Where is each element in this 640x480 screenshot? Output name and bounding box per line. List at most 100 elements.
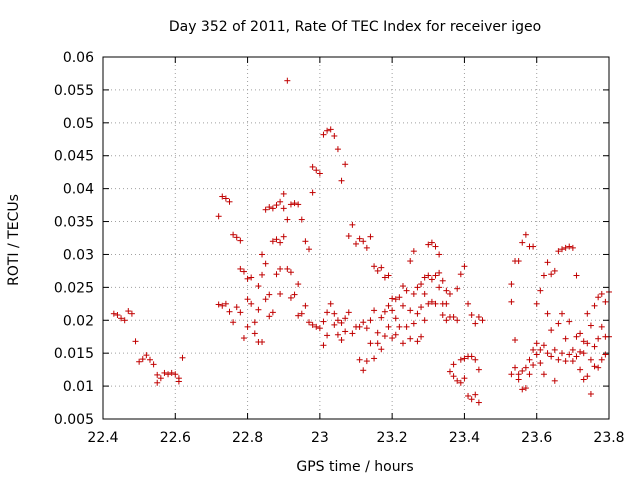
data-point — [110, 310, 117, 317]
data-point — [479, 317, 486, 324]
data-point — [577, 348, 584, 355]
data-point — [277, 198, 284, 205]
data-point — [414, 338, 421, 345]
data-point — [128, 310, 135, 317]
data-point — [562, 335, 569, 342]
data-point — [569, 358, 576, 365]
data-point — [244, 323, 251, 330]
data-point — [378, 346, 385, 353]
data-point — [508, 371, 515, 378]
data-point — [472, 391, 479, 398]
data-point — [410, 290, 417, 297]
data-point — [309, 321, 316, 328]
data-point — [515, 258, 522, 265]
data-point — [316, 325, 323, 332]
data-point — [454, 377, 461, 384]
data-point — [374, 267, 381, 274]
data-point — [331, 321, 338, 328]
data-point — [219, 302, 226, 309]
data-point — [555, 356, 562, 363]
data-point — [421, 290, 428, 297]
data-point — [465, 300, 472, 307]
data-point — [280, 190, 287, 197]
data-point — [396, 294, 403, 301]
data-point — [414, 310, 421, 317]
data-point — [544, 259, 551, 266]
data-point — [215, 213, 222, 220]
data-point — [334, 317, 341, 324]
data-point — [591, 302, 598, 309]
data-point — [475, 313, 482, 320]
data-point — [475, 399, 482, 406]
data-point — [240, 335, 247, 342]
data-point — [530, 243, 537, 250]
data-point — [237, 309, 244, 316]
data-point — [457, 271, 464, 278]
data-point — [533, 340, 540, 347]
data-point — [432, 243, 439, 250]
data-point — [291, 291, 298, 298]
data-point — [580, 350, 587, 357]
x-axis-label: GPS time / hours — [296, 459, 413, 475]
y-tick-label: 0.055 — [54, 83, 94, 99]
data-point — [396, 323, 403, 330]
data-point — [233, 234, 240, 241]
data-point — [324, 332, 331, 339]
x-tick-labels: 22.4 22.6 22.8 23 23.2 23.4 23.6 23.8 — [87, 430, 624, 446]
data-point — [519, 367, 526, 374]
data-point — [349, 221, 356, 228]
data-point — [381, 333, 388, 340]
data-point — [425, 241, 432, 248]
data-point — [446, 290, 453, 297]
data-point — [450, 361, 457, 368]
data-point — [280, 233, 287, 240]
data-point — [432, 300, 439, 307]
data-point — [407, 335, 414, 342]
data-point — [428, 298, 435, 305]
data-point — [403, 287, 410, 294]
data-point — [277, 239, 284, 246]
data-point — [573, 353, 580, 360]
data-point — [139, 356, 146, 363]
data-point — [544, 350, 551, 357]
data-point — [587, 356, 594, 363]
data-point — [327, 300, 334, 307]
data-point — [468, 396, 475, 403]
x-tick-label: 23.6 — [521, 430, 552, 446]
data-point — [436, 269, 443, 276]
data-point — [154, 371, 161, 378]
data-point — [244, 296, 251, 303]
data-point — [569, 346, 576, 353]
data-point — [399, 283, 406, 290]
data-point — [273, 236, 280, 243]
data-point — [515, 376, 522, 383]
data-point — [418, 304, 425, 311]
data-point — [306, 246, 313, 253]
data-point — [371, 307, 378, 314]
data-point — [154, 379, 161, 386]
y-tick-labels: 0.005 0.01 0.015 0.02 0.025 0.03 0.035 0.04 0.04… — [54, 50, 94, 428]
data-point — [273, 271, 280, 278]
data-point — [519, 386, 526, 393]
data-point — [320, 318, 327, 325]
x-tick-label: 23.4 — [449, 430, 480, 446]
data-point — [508, 298, 515, 305]
data-point — [233, 304, 240, 311]
data-point — [407, 258, 414, 265]
data-point — [266, 313, 273, 320]
data-point — [522, 231, 529, 238]
data-point — [533, 300, 540, 307]
data-point — [555, 248, 562, 255]
data-point — [428, 276, 435, 283]
data-point — [540, 342, 547, 349]
data-point — [345, 309, 352, 316]
data-point — [175, 375, 182, 382]
data-point — [602, 351, 609, 358]
data-point — [566, 243, 573, 250]
data-point — [403, 323, 410, 330]
data-point — [461, 263, 468, 270]
data-point — [230, 231, 237, 238]
data-point — [548, 271, 555, 278]
data-point — [284, 216, 291, 223]
data-point — [457, 356, 464, 363]
